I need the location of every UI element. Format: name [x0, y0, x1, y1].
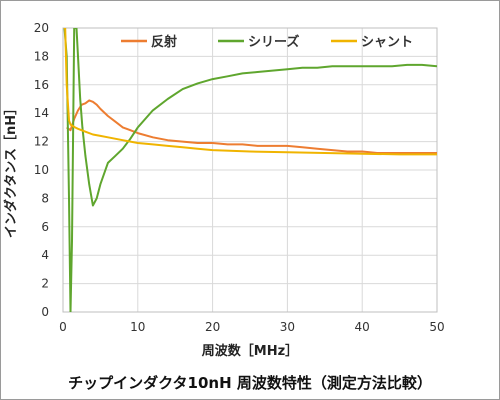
gridlines: [62, 27, 438, 313]
x-axis-title: 周波数［MHz］: [202, 343, 298, 359]
x-tick-label: 30: [280, 320, 295, 334]
x-tick-label: 0: [59, 320, 67, 334]
plot-area-border: [62, 27, 438, 313]
series-line-series: [63, 28, 437, 312]
x-tick-label: 50: [429, 320, 444, 334]
y-tick-label: 18: [34, 49, 49, 63]
y-tick-label: 16: [34, 78, 49, 92]
legend-label-reflection: 反射: [151, 34, 177, 50]
legend: 反射 シリーズ シャント: [121, 34, 413, 50]
y-tick-label: 12: [34, 135, 49, 149]
y-tick-label: 2: [41, 277, 49, 291]
y-tick-label: 20: [34, 21, 49, 35]
legend-label-series: シリーズ: [248, 34, 299, 50]
x-tick-label: 20: [205, 320, 220, 334]
series-line-shunt: [63, 28, 437, 156]
legend-label-shunt: シャント: [361, 35, 413, 50]
series-layer: [63, 28, 437, 312]
y-tick-label: 4: [41, 248, 49, 262]
x-tick-label: 10: [130, 320, 145, 334]
y-tick-label: 10: [34, 163, 49, 177]
axis-tick-labels: 0 2 4 6 8 10 12 14 16 18 20 0 10 20 30 40 50: [34, 21, 445, 334]
y-tick-label: 0: [41, 305, 49, 319]
y-tick-label: 8: [41, 191, 49, 205]
y-tick-label: 6: [41, 220, 49, 234]
chart-caption: チップインダクタ10nH 周波数特性（測定方法比較）: [68, 374, 432, 392]
x-tick-label: 40: [355, 320, 370, 334]
y-tick-label: 14: [34, 106, 49, 120]
y-axis-title: インダクタンス［nH］: [3, 102, 19, 238]
series-line-reflection: [66, 99, 437, 154]
